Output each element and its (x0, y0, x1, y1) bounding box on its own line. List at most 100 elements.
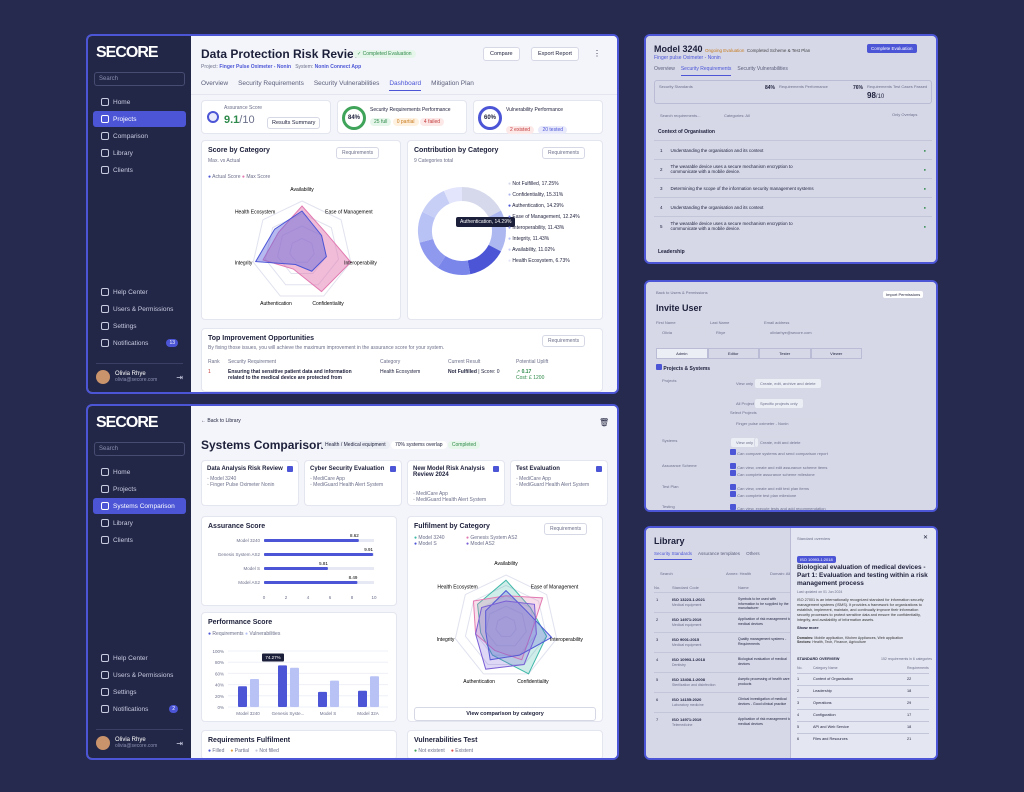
sidebar-item-users-permissions[interactable]: Users & Permissions (93, 301, 186, 317)
perf-tooltip: 74.27% (262, 653, 284, 662)
bar-label: Genesis System AS2 (218, 552, 261, 557)
library-search[interactable]: Search (654, 568, 714, 579)
sidebar-item-help-center[interactable]: Help Center (93, 284, 186, 300)
role-tab-admin[interactable]: Admin (656, 348, 708, 359)
categories-select[interactable]: Categories: All (718, 110, 756, 121)
checkbox[interactable] (390, 466, 396, 472)
tab-mitigation-plan[interactable]: Mitigation Plan (431, 80, 474, 87)
contribution-select[interactable]: Requirements (542, 147, 586, 159)
back-link[interactable]: ← Back to Library (201, 418, 241, 424)
sidebar-item-label: Users & Permissions (113, 305, 174, 313)
tab-others[interactable]: Others (746, 551, 760, 556)
table-row[interactable]: 7 ISO 14971:2019 Telemedicine Application o… (654, 712, 794, 732)
email-input[interactable]: oliviarhye@secore.com (764, 327, 824, 338)
sidebar-item-settings[interactable]: Settings (93, 318, 186, 334)
show-more-link[interactable]: Show more (797, 625, 819, 630)
select-projects-input[interactable]: Finger pulse oximeter - Nonin (730, 418, 830, 429)
sidebar-item-systems-comparison[interactable]: Systems Comparison (93, 498, 186, 514)
table-row[interactable]: 5 ISO 13408-1:2008 Sterilization and disin… (654, 672, 794, 692)
logout-icon[interactable]: ⇥ (176, 738, 183, 748)
tab-security-vulnerabilities[interactable]: Security Vulnerabilities (737, 66, 788, 72)
sidebar-item-comparison[interactable]: Comparison (93, 128, 186, 144)
specific-projects-option[interactable]: Specific projects only (754, 398, 804, 409)
table-row[interactable]: 4 ISO 10993-1:2018 Dentistry Biological eva… (654, 652, 794, 672)
more-icon[interactable]: ⋮ (593, 49, 601, 58)
evaluation-card[interactable]: New Model Risk Analysis Review 2024 ◦ Med… (407, 460, 505, 506)
sidebar-item-notifications[interactable]: Notifications 2 (93, 701, 186, 717)
sidebar-item-home[interactable]: Home (93, 94, 186, 110)
logout-icon[interactable]: ⇥ (176, 372, 183, 382)
donut-slice (418, 211, 436, 243)
role-tab-tester[interactable]: Tester (759, 348, 811, 359)
requirement-row[interactable]: 1 Understanding the organisation and its … (654, 140, 932, 159)
table-row[interactable]: 1 ISO 13223-1:2021 Medical equipment Symbol… (654, 592, 794, 612)
table-header: Security Requirement (228, 359, 277, 365)
sidebar-item-home[interactable]: Home (93, 464, 186, 480)
export-report-button[interactable]: Export Report (531, 47, 579, 61)
evaluation-card[interactable]: Data Analysis Risk Review ◦ Model 3240 ◦ F… (201, 460, 299, 506)
sidebar-item-library[interactable]: Library (93, 145, 186, 161)
user-profile[interactable]: Olivia Rhye olivia@secore.com ⇥ (96, 729, 183, 750)
trash-icon[interactable]: 🗑 (599, 418, 610, 427)
sidebar-item-projects[interactable]: Projects (93, 481, 186, 497)
sidebar-search-input[interactable]: Search (94, 72, 185, 86)
sidebar-search-input[interactable]: Search (94, 442, 185, 456)
first-name-input[interactable]: Olivia (656, 327, 706, 338)
requirements-search[interactable]: Search requirements... (654, 110, 707, 121)
requirement-row[interactable]: 4 Understanding the organisation and its … (654, 197, 932, 216)
systems-full-access[interactable]: Create, edit and delete (754, 437, 807, 448)
checkbox[interactable] (287, 466, 293, 472)
evaluation-card[interactable]: Cyber Security Evaluation ◦ MediCare App ◦… (304, 460, 402, 506)
legend-item: ● Availability, 11.02% (508, 247, 555, 253)
role-tab-editor[interactable]: Editor (707, 348, 759, 359)
last-name-input[interactable]: Rhye (710, 327, 760, 338)
requirement-row[interactable]: 2 The wearable device uses a secure mecha… (654, 159, 932, 178)
import-permissions-button[interactable]: Import Permissions (882, 290, 925, 299)
sidebar-item-users-permissions[interactable]: Users & Permissions (93, 667, 186, 683)
table-row[interactable]: 2 ISO 14971:2019 Medical equipment Applicat… (654, 612, 794, 632)
opportunities-select[interactable]: Requirements (542, 335, 586, 347)
role-tab-viewer[interactable]: Viewer (810, 348, 862, 359)
radar-label: Confidentiality (312, 301, 344, 307)
sidebar-item-projects[interactable]: Projects (93, 111, 186, 127)
tab-dashboard[interactable]: Dashboard (389, 80, 422, 91)
tab-security-requirements[interactable]: Security Requirements (238, 80, 304, 87)
back-link[interactable]: Back to Users & Permissions (656, 290, 708, 295)
clients-icon (101, 166, 109, 174)
improvement-opportunities-card: Top Improvement Opportunities By fixing … (201, 328, 603, 392)
fulfilment-select[interactable]: Requirements (544, 523, 588, 535)
tab-security-requirements[interactable]: Security Requirements (680, 66, 732, 76)
sidebar-item-library[interactable]: Library (93, 515, 186, 531)
tab-security-standards[interactable]: Security Standards (654, 551, 693, 560)
complete-evaluation-button[interactable]: Complete Evaluation (866, 43, 918, 54)
performance-score-chart: Performance Score ● Requirements ● Vulne… (201, 612, 397, 722)
table-row[interactable]: 6 ISO 14155:2020 Laboratory medicine Clinic… (654, 692, 794, 712)
results-summary-button[interactable]: Results Summary (267, 117, 321, 129)
compare-button[interactable]: Compare (483, 47, 520, 61)
sidebar-item-help-center[interactable]: Help Center (93, 650, 186, 666)
category-select[interactable]: Requirements (336, 147, 380, 159)
table-row[interactable]: 3 ISO 9001:2015 Medical equipment Quality m… (654, 632, 794, 652)
checkbox[interactable] (596, 466, 602, 472)
requirement-row[interactable]: 5 The wearable device uses a secure mecha… (654, 216, 932, 235)
category-tag: Health / Medical equipment (321, 441, 390, 449)
sidebar-item-settings[interactable]: Settings (93, 684, 186, 700)
tab-overview[interactable]: Overview (654, 66, 675, 72)
close-icon[interactable]: ✕ (922, 535, 928, 541)
evaluation-card[interactable]: Test Evaluation ◦ MediCare App ◦ MediGuard… (510, 460, 608, 506)
sidebar-item-clients[interactable]: Clients (93, 162, 186, 178)
sidebar-item-notifications[interactable]: Notifications 13 (93, 335, 186, 351)
systems-view-only[interactable]: View only (730, 437, 760, 448)
projects-full-access[interactable]: Create, edit, archive and delete (754, 378, 822, 389)
tab-assurance-templates[interactable]: Assurance templates (698, 551, 741, 556)
requirement-row[interactable]: 3 Determining the scope of the informatio… (654, 178, 932, 197)
checkbox[interactable] (493, 466, 499, 472)
tab-overview[interactable]: Overview (201, 80, 229, 87)
sidebar-item-clients[interactable]: Clients (93, 532, 186, 548)
x-tick: 8 (351, 595, 354, 600)
view-comparison-button[interactable]: View comparison by category (414, 707, 596, 721)
annex-select[interactable]: Annex: Health (720, 568, 758, 579)
user-profile[interactable]: Olivia Rhye olivia@secore.com ⇥ (96, 363, 183, 384)
tab-security-vulnerabilities[interactable]: Security Vulnerabilities (313, 80, 380, 87)
logo: SECORE (96, 44, 159, 61)
